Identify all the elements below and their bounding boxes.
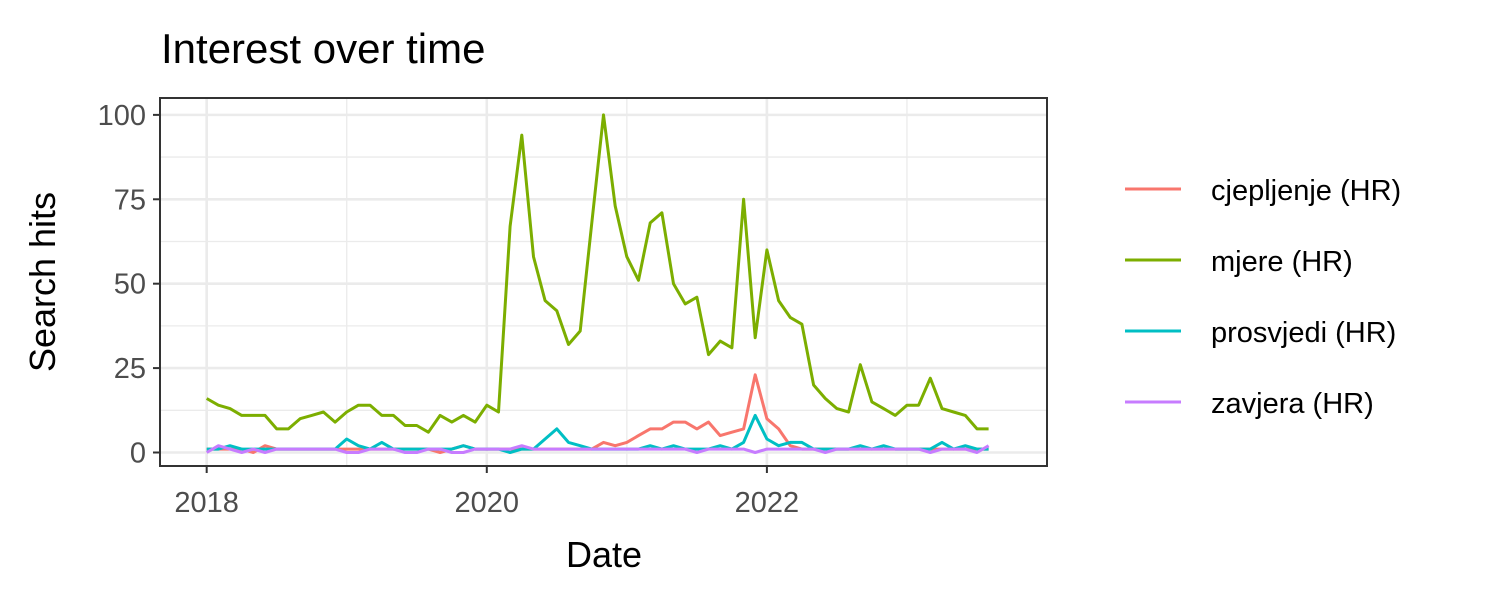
y-tick-label: 50 [114,269,146,301]
y-axis-title: Search hits [22,192,63,372]
legend-label-mjere: mjere (HR) [1211,246,1353,278]
y-tick-label: 0 [130,437,146,469]
x-tick-label: 2020 [455,487,520,519]
y-tick-label: 100 [98,100,146,132]
series-lines [205,113,990,454]
y-axis: 0 25 50 75 100 [98,100,160,469]
series-line-mjere [205,113,989,434]
legend: cjepljenje (HR) mjere (HR) prosvjedi (HR) z… [1125,175,1401,420]
major-gridlines [160,98,1047,466]
x-axis: 2018 2020 2022 [174,466,799,519]
legend-label-prosvjedi: prosvjedi (HR) [1211,317,1396,349]
x-axis-title: Date [566,534,642,575]
x-tick-label: 2022 [735,487,800,519]
chart-title: Interest over time [161,25,485,72]
y-tick-label: 75 [114,184,146,216]
y-tick-label: 25 [114,353,146,385]
legend-label-zavjera: zavjera (HR) [1211,388,1374,420]
minor-gridlines [160,98,1047,466]
legend-label-cjepljenje: cjepljenje (HR) [1211,175,1401,207]
series-line-zavjera [205,444,990,454]
panel-border [159,97,1048,467]
x-tick-label: 2018 [174,487,239,519]
